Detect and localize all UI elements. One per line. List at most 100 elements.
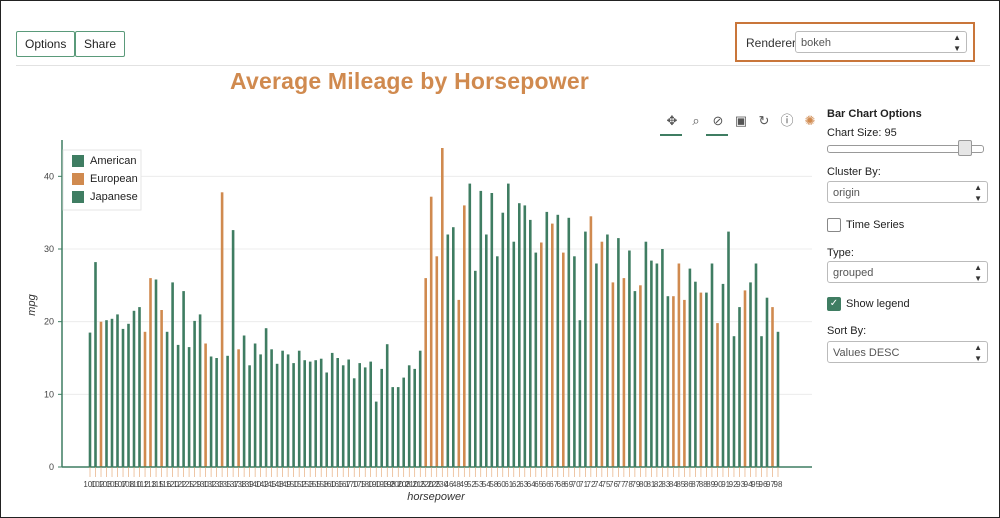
bar-american[interactable]: [490, 193, 494, 467]
bar-american[interactable]: [374, 401, 378, 467]
bar-american[interactable]: [121, 328, 125, 467]
bar-american[interactable]: [628, 250, 631, 468]
bar-american[interactable]: [347, 359, 350, 468]
options-button[interactable]: Options: [16, 31, 76, 57]
bar-american[interactable]: [402, 377, 405, 467]
bar-american[interactable]: [529, 219, 532, 467]
bar-european[interactable]: [589, 216, 593, 467]
bar-european[interactable]: [622, 278, 626, 467]
bokeh-logo-icon[interactable]: ✺: [804, 113, 816, 128]
bar-american[interactable]: [325, 372, 328, 468]
bar-american[interactable]: [584, 231, 587, 467]
bar-european[interactable]: [672, 296, 675, 467]
bar-american[interactable]: [94, 262, 97, 467]
bar-european[interactable]: [551, 223, 554, 467]
bar-american[interactable]: [264, 328, 268, 467]
bar-european[interactable]: [424, 278, 427, 467]
chart-size-slider[interactable]: [827, 145, 984, 153]
bar-american[interactable]: [485, 234, 488, 468]
bar-american[interactable]: [765, 297, 769, 467]
bar-american[interactable]: [666, 296, 670, 467]
bar-american[interactable]: [749, 282, 752, 467]
bar-american[interactable]: [253, 343, 257, 468]
bar-american[interactable]: [523, 205, 527, 467]
bar-european[interactable]: [204, 343, 207, 468]
bar-american[interactable]: [518, 203, 521, 467]
bar-european[interactable]: [143, 331, 147, 467]
pan-icon[interactable]: ✥: [666, 113, 678, 128]
bar-american[interactable]: [275, 363, 279, 467]
bar-american[interactable]: [617, 238, 620, 467]
share-button[interactable]: Share: [75, 31, 126, 57]
bar-american[interactable]: [385, 344, 389, 467]
bar-european[interactable]: [639, 285, 642, 467]
bar-american[interactable]: [308, 361, 312, 467]
bar-american[interactable]: [446, 234, 450, 468]
bar-american[interactable]: [259, 354, 262, 467]
bar-american[interactable]: [132, 310, 136, 467]
bar-european[interactable]: [429, 196, 433, 467]
bar-american[interactable]: [182, 291, 185, 467]
bar-american[interactable]: [501, 212, 505, 467]
bar-american[interactable]: [380, 368, 383, 467]
bar-european[interactable]: [441, 148, 444, 467]
reset-icon[interactable]: ↻: [758, 113, 770, 128]
bar-american[interactable]: [187, 347, 191, 467]
help-icon[interactable]: ⓘ: [780, 113, 794, 128]
time-series-checkbox[interactable]: [827, 218, 841, 232]
bar-european[interactable]: [160, 310, 163, 467]
bar-american[interactable]: [154, 279, 158, 468]
bar-american[interactable]: [534, 252, 538, 467]
bar-american[interactable]: [116, 314, 119, 467]
bar-european[interactable]: [463, 205, 466, 467]
bar-american[interactable]: [270, 349, 273, 467]
renderer-select[interactable]: bokeh ▲ ▼: [795, 31, 967, 53]
bar-american[interactable]: [341, 365, 345, 467]
bar-european[interactable]: [771, 307, 774, 467]
bar-european[interactable]: [99, 321, 103, 467]
bar-american[interactable]: [644, 241, 648, 467]
bar-american[interactable]: [468, 183, 472, 467]
bar-american[interactable]: [242, 335, 246, 468]
bar-european[interactable]: [435, 256, 439, 467]
show-legend-checkbox[interactable]: ✓: [827, 297, 841, 311]
bar-european[interactable]: [743, 290, 747, 467]
bar-american[interactable]: [336, 358, 339, 467]
bar-european[interactable]: [562, 252, 565, 467]
bar-american[interactable]: [88, 332, 92, 467]
bar-american[interactable]: [176, 344, 180, 467]
bar-american[interactable]: [727, 231, 730, 467]
bar-european[interactable]: [540, 242, 543, 468]
bar-american[interactable]: [303, 360, 306, 467]
wheel-zoom-icon[interactable]: ⊘: [712, 113, 724, 128]
bar-american[interactable]: [127, 323, 130, 467]
bar-american[interactable]: [479, 190, 483, 467]
bar-american[interactable]: [396, 387, 400, 467]
bar-european[interactable]: [220, 192, 224, 468]
bar-american[interactable]: [738, 307, 741, 467]
sort-by-select[interactable]: Values DESC ▲ ▼: [827, 341, 988, 363]
bar-european[interactable]: [699, 292, 703, 467]
bar-american[interactable]: [655, 263, 659, 468]
bar-american[interactable]: [754, 263, 758, 468]
chart-size-slider-handle[interactable]: [958, 140, 972, 156]
bar-american[interactable]: [661, 249, 664, 467]
bar-american[interactable]: [545, 211, 549, 467]
bar-american[interactable]: [352, 378, 356, 467]
bar-european[interactable]: [611, 282, 615, 467]
bar-american[interactable]: [732, 336, 736, 467]
bar-american[interactable]: [776, 331, 780, 467]
bar-american[interactable]: [413, 368, 416, 467]
bar-american[interactable]: [567, 217, 571, 467]
bar-american[interactable]: [721, 283, 725, 467]
bar-american[interactable]: [198, 314, 202, 467]
bar-american[interactable]: [573, 256, 576, 467]
bar-american[interactable]: [319, 358, 323, 467]
bar-american[interactable]: [281, 350, 284, 467]
bar-american[interactable]: [209, 356, 213, 468]
bar-american[interactable]: [226, 355, 229, 467]
bar-american[interactable]: [556, 214, 560, 467]
bar-american[interactable]: [452, 227, 455, 467]
bar-european[interactable]: [600, 241, 604, 467]
bar-american[interactable]: [248, 365, 251, 467]
